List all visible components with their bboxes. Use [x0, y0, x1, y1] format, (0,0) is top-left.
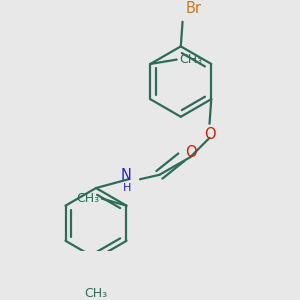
Text: O: O	[185, 145, 197, 160]
Text: Br: Br	[186, 2, 202, 16]
Text: N: N	[120, 168, 131, 183]
Text: CH₃: CH₃	[84, 286, 108, 300]
Text: O: O	[204, 127, 215, 142]
Text: H: H	[123, 183, 131, 193]
Text: CH₃: CH₃	[179, 53, 203, 66]
Text: CH₃: CH₃	[76, 192, 99, 205]
